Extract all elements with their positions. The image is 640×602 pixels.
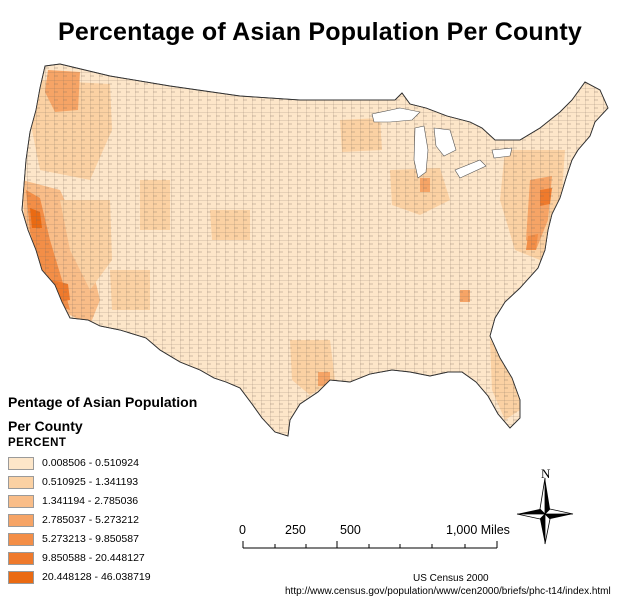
compass-rose-icon bbox=[516, 477, 574, 545]
source-url: http://www.census.gov/population/www/cen… bbox=[285, 586, 611, 597]
legend-label: 1.341194 - 2.785036 bbox=[42, 495, 139, 507]
lake-erie bbox=[454, 159, 487, 179]
scale-label-500: 500 bbox=[340, 523, 361, 537]
map-title: Percentage of Asian Population Per Count… bbox=[57, 18, 583, 46]
north-letter: N bbox=[541, 466, 551, 481]
legend-item: 0.510925 - 1.341193 bbox=[8, 476, 238, 490]
legend-swatch bbox=[8, 552, 34, 565]
legend-swatch bbox=[8, 514, 34, 527]
scale-bar bbox=[242, 541, 498, 549]
lake-superior bbox=[371, 107, 421, 123]
lake-huron bbox=[433, 127, 457, 157]
legend-swatch bbox=[8, 533, 34, 546]
legend-item: 20.448128 - 46.038719 bbox=[8, 571, 238, 585]
scale-label-0: 0 bbox=[239, 523, 246, 537]
lake-ontario bbox=[491, 147, 513, 159]
source-line1: US Census 2000 bbox=[413, 573, 489, 584]
scale-label-250: 250 bbox=[285, 523, 306, 537]
legend-heading: PERCENT bbox=[8, 437, 67, 449]
scale-label-1000: 1,000 Miles bbox=[446, 523, 510, 537]
legend-swatch bbox=[8, 495, 34, 508]
legend-item: 9.850588 - 20.448127 bbox=[8, 552, 238, 566]
legend-swatch bbox=[8, 476, 34, 489]
legend-label: 0.008506 - 0.510924 bbox=[42, 457, 139, 469]
legend-item: 2.785037 - 5.273212 bbox=[8, 514, 238, 528]
legend-label: 20.448128 - 46.038719 bbox=[42, 571, 151, 583]
legend-swatch bbox=[8, 457, 34, 470]
legend-title-line2: Per County bbox=[8, 418, 83, 434]
legend-label: 0.510925 - 1.341193 bbox=[42, 476, 139, 488]
legend-label: 9.850588 - 20.448127 bbox=[42, 552, 145, 564]
legend-item: 5.273213 - 9.850587 bbox=[8, 533, 238, 547]
lake-michigan bbox=[413, 125, 429, 179]
legend-item: 1.341194 - 2.785036 bbox=[8, 495, 238, 509]
legend-title-line1: Pentage of Asian Population bbox=[8, 394, 198, 410]
legend-item: 0.008506 - 0.510924 bbox=[8, 457, 238, 471]
legend-label: 5.273213 - 9.850587 bbox=[42, 533, 139, 545]
legend-label: 2.785037 - 5.273212 bbox=[42, 514, 139, 526]
legend-swatch bbox=[8, 571, 34, 584]
